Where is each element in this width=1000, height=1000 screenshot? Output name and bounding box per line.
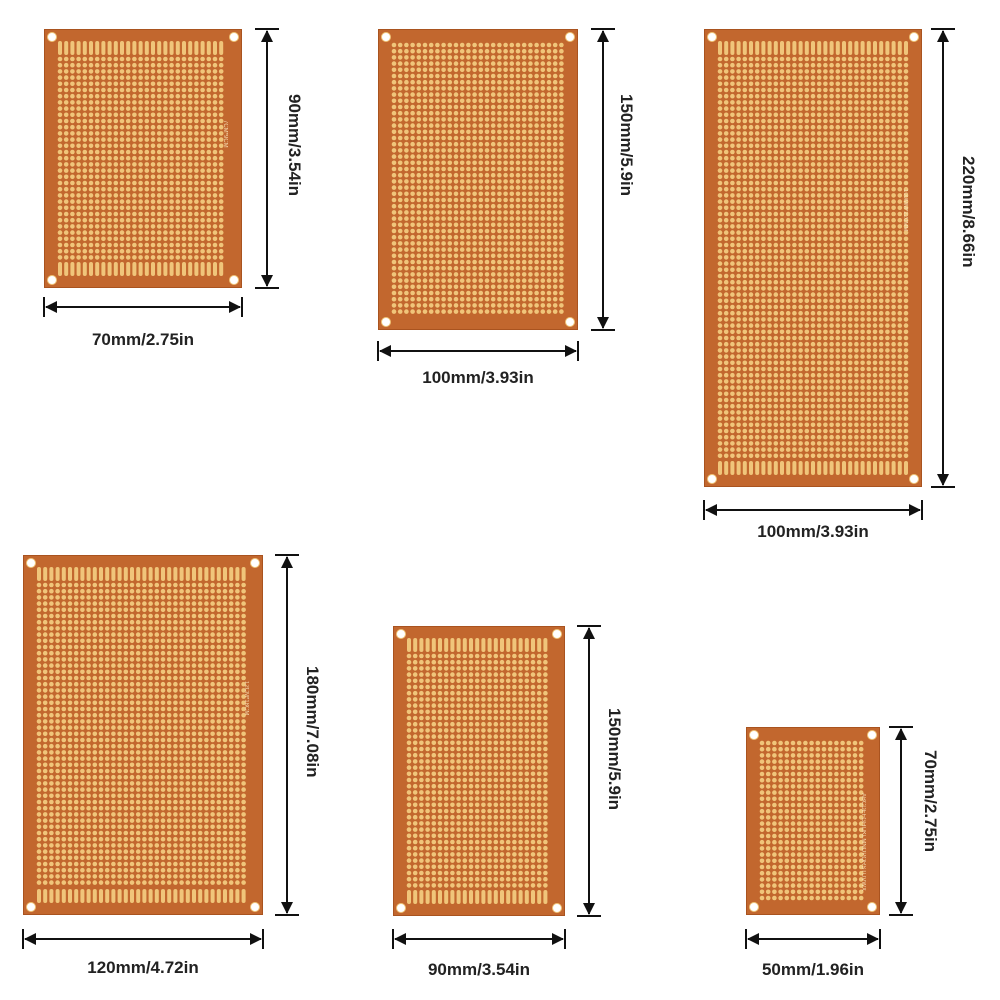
height-dimension-arrow	[591, 28, 615, 331]
pcb-surface	[44, 29, 242, 288]
pcb-board-100x220: 100MM*220MM	[704, 29, 922, 487]
height-label: 150mm/5.9in	[617, 94, 636, 197]
width-label: 100mm/3.93in	[422, 368, 534, 387]
pcb-surface	[378, 29, 578, 330]
width-label: 50mm/1.96in	[761, 960, 865, 979]
height-label: 180mm/7.08in	[303, 666, 322, 778]
silkscreen-text: ABCDEFGHIJKLMNOPQRSTUVWX	[860, 792, 866, 891]
width-dimension-arrow	[703, 500, 923, 520]
pcb-board-90x150	[393, 626, 565, 916]
pcb-board-120x180: 12CM*18CM	[23, 555, 263, 915]
silkscreen-text: 100MM*220MM	[902, 189, 908, 232]
height-dimension-arrow	[577, 625, 601, 917]
width-dimension-arrow	[377, 341, 579, 361]
width-dimension-arrow	[43, 297, 243, 317]
width-dimension-arrow	[745, 929, 881, 949]
width-label: 120mm/4.72in	[87, 958, 199, 977]
height-dimension-arrow	[275, 554, 299, 916]
pcb-surface	[23, 555, 263, 915]
pcb-board-50x70: ABCDEFGHIJKLMNOPQRSTUVWX	[746, 727, 880, 915]
silkscreen-text: 12CM*18CM	[243, 681, 249, 716]
width-dimension-arrow	[22, 929, 264, 949]
width-label: 100mm/3.93in	[757, 522, 869, 541]
pcb-surface	[704, 29, 922, 487]
width-dimension-arrow	[392, 929, 566, 949]
pcb-surface	[746, 727, 880, 915]
height-dimension-arrow	[931, 28, 955, 488]
width-label: 90mm/3.54in	[427, 960, 531, 979]
height-label: 220mm/8.66in	[959, 156, 978, 268]
width-label: 70mm/2.75in	[91, 330, 195, 349]
pcb-board-70x90: 7CM*9CM	[44, 29, 242, 288]
pcb-board-100x150	[378, 29, 578, 330]
height-label: 70mm/2.75in	[921, 750, 940, 853]
silkscreen-text: 7CM*9CM	[222, 119, 228, 148]
height-dimension-arrow	[255, 28, 279, 289]
height-label: 150mm/5.9in	[605, 708, 624, 811]
height-label: 90mm/3.54in	[285, 94, 304, 197]
pcb-surface	[393, 626, 565, 916]
height-dimension-arrow	[889, 726, 913, 916]
